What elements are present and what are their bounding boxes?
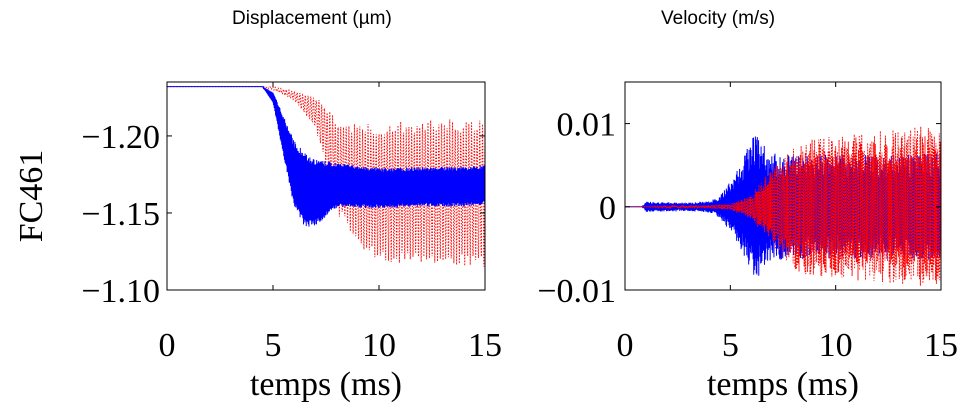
displacement-series-1-line xyxy=(167,86,486,267)
displacement-x-tick-label: 5 xyxy=(265,327,282,364)
displacement-series xyxy=(167,85,486,267)
displacement-panel: FC461 temps (ms) 0 5 10 15 −1.20 −1.15 −1.10 xyxy=(13,81,502,403)
displacement-x-axis-label: temps (ms) xyxy=(250,366,402,403)
displacement-y-axis-label: FC461 xyxy=(13,150,50,243)
displacement-y-tick-label: −1.10 xyxy=(81,273,160,310)
displacement-series-0-line xyxy=(167,85,486,227)
velocity-x-tick-label: 15 xyxy=(924,327,958,364)
displacement-y-tick-label: −1.15 xyxy=(81,196,160,233)
displacement-axes-frame xyxy=(166,81,486,291)
velocity-x-tick-label: 10 xyxy=(819,327,853,364)
velocity-panel: temps (ms) 0 5 10 15 0.010−0.01 xyxy=(537,81,958,403)
velocity-x-tick-label: 5 xyxy=(722,327,739,364)
velocity-series xyxy=(625,126,942,286)
right-chart-title: Velocity (m/s) xyxy=(661,8,776,29)
displacement-y-tick-label: −1.20 xyxy=(81,119,160,156)
velocity-y-tick-label: −0.01 xyxy=(537,273,616,310)
velocity-y-tick-label: 0 xyxy=(599,190,616,227)
displacement-x-tick-label: 10 xyxy=(362,327,396,364)
left-chart-title: Displacement (µm) xyxy=(232,8,392,29)
velocity-axes-frame xyxy=(624,81,942,291)
velocity-x-axis-label: temps (ms) xyxy=(707,366,859,403)
displacement-tick-marks xyxy=(166,82,486,291)
velocity-tick-marks xyxy=(624,82,942,291)
velocity-x-tick-label: 0 xyxy=(617,327,634,364)
velocity-y-tick-label: 0.01 xyxy=(557,107,617,144)
velocity-series-1-line xyxy=(625,126,942,286)
displacement-x-tick-label: 0 xyxy=(159,327,176,364)
displacement-x-tick-label: 15 xyxy=(468,327,502,364)
